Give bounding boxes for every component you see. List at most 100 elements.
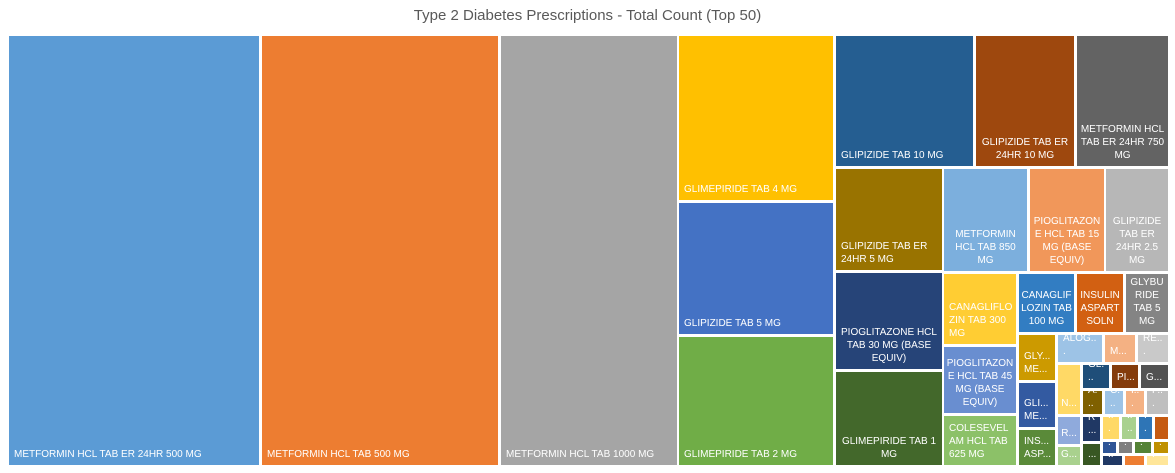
treemap-tile-label: M... [1110,346,1127,357]
treemap-tile-a[interactable]: A... [1117,440,1134,455]
treemap-tile-label: GLI... ME... [1024,398,1049,422]
treemap-tile-g[interactable]: G... [1139,363,1170,390]
treemap-tile-gli-me[interactable]: GLI... ME... [1017,381,1057,429]
treemap-tile-glipizide-tab-10-mg[interactable]: GLIPIZIDE TAB 10 MG [834,34,975,168]
treemap-tile-label: GLY... ME... [1024,351,1051,375]
treemap-tile-c[interactable]: C... [1103,389,1125,416]
treemap-tile-insulin-aspart-soln[interactable]: INSULIN ASPART SOLN [1075,272,1125,334]
treemap-tile-metformin-hcl-tab-1000-mg[interactable]: METFORMIN HCL TAB 1000 MG [499,34,679,467]
treemap-tile-label: C... [1110,389,1120,409]
treemap-tile-a[interactable]: A... [1101,440,1118,455]
treemap-tile-label: A... [1108,440,1111,448]
treemap-tile-label: GLIPIZIDE TAB 10 MG [841,150,944,161]
treemap-tile-c[interactable]: C... [1133,440,1153,455]
treemap-tile-label: I... [1127,415,1133,434]
treemap-tile-label: RE... [1143,333,1163,357]
treemap-tile-label: INS... ASP... [1024,436,1052,460]
treemap-tile-label: PIOGLITAZONE HCL TAB 45 MG (BASE EQUIV) [946,358,1014,408]
treemap-tile-g[interactable]: G... [1056,445,1082,467]
treemap-tile-p[interactable]: P... [1137,415,1154,441]
treemap-tile-label: METFORMIN HCL TAB ER 24HR 500 MG [14,449,202,460]
treemap-tile-m[interactable]: M... [1103,333,1137,364]
treemap-tile-i[interactable]: I... [1120,415,1138,441]
treemap-tile-unlabeled-42[interactable] [1153,415,1170,441]
treemap-tile-label: C... [1159,440,1162,448]
treemap-tile-label: N... [1061,398,1077,409]
treemap-tile-glipizide-tab-er-24hr-10-mg[interactable]: GLIPIZIDE TAB ER 24HR 10 MG [974,34,1076,168]
treemap-tile-label: GLIPIZIDE TAB ER 24HR 2.5 MG [1112,216,1162,266]
treemap-tile-canagliflozin-tab-300-mg[interactable]: CANAGLIFLOZIN TAB 300 MG [942,272,1018,346]
treemap-tile-colesevelam-hcl-tab-625-mg[interactable]: COLESEVELAM HCL TAB 625 MG [942,414,1018,467]
treemap-tile-n[interactable]: N... [1056,363,1082,416]
treemap-tile-label: GL... [1088,363,1105,383]
treemap-tile-label: GLIPIZIDE TAB 5 MG [684,318,781,329]
treemap-tile-label: PIOGLITAZONE HCL TAB 30 MG (BASE EQUIV) [841,327,937,364]
treemap-tile-label: R... [1061,428,1077,439]
treemap-tile-alog[interactable]: ALOG... [1056,333,1104,364]
treemap-tile-c[interactable]: C... [1101,415,1121,441]
treemap-tile-glyburide-tab-5-mg[interactable]: GLYBURIDE TAB 5 MG [1124,272,1170,334]
treemap-tile-pioglitazone-hcl-tab-15-mg-base-equiv[interactable]: PIOGLITAZONE HCL TAB 15 MG (BASE EQUIV) [1028,167,1106,273]
treemap-tile-label: G... [1146,372,1163,383]
treemap-tile-pi[interactable]: PI... [1110,363,1140,390]
chart-title: Type 2 Diabetes Prescriptions - Total Co… [413,7,762,24]
treemap-tile-glipizide-tab-5-mg[interactable]: GLIPIZIDE TAB 5 MG [677,201,835,336]
treemap-tile-glimepiride-tab-2-mg[interactable]: GLIMEPIRIDE TAB 2 MG [677,335,835,467]
treemap-tile-label: ALOG... [1063,333,1097,357]
treemap-tile-gl[interactable]: GL... [1081,363,1111,390]
treemap-tile-label: R... [1088,415,1097,436]
treemap-tile-canagliflozin-tab-100-mg[interactable]: CANAGLIFLOZIN TAB 100 MG [1017,272,1076,334]
treemap-tile-label: METFORMIN HCL TAB 500 MG [267,449,410,460]
treemap-tile-label: METFORMIN HCL TAB ER 24HR 750 MG [1080,124,1165,161]
treemap-tile-label: P... [1152,389,1163,409]
treemap-tile-label: V... [1152,454,1155,460]
treemap-tile-label: METFORMIN HCL TAB 850 MG [955,229,1016,266]
treemap-tile-label: COLESEVELAM HCL TAB 625 MG [949,423,1009,460]
treemap-tile-r[interactable]: R... [1056,415,1082,446]
treemap-tile-label: A... [1088,389,1098,409]
treemap-tile-glimepiride-tab-4-mg[interactable]: GLIMEPIRIDE TAB 4 MG [677,34,835,202]
treemap-tile-label: GLIMEPIRIDE TAB 1 MG [841,436,937,460]
treemap-tile-a[interactable]: A... [1101,454,1124,467]
treemap-tile-label: CANAGLIFLOZIN TAB 100 MG [1021,290,1072,327]
treemap-tile-label: P... [1144,415,1147,434]
treemap-tile-glipizide-tab-er-24hr-2-5-mg[interactable]: GLIPIZIDE TAB ER 24HR 2.5 MG [1104,167,1170,273]
treemap-tile-metformin-hcl-tab-er-24hr-750-mg[interactable]: METFORMIN HCL TAB ER 24HR 750 MG [1075,34,1170,168]
treemap-tile-label: GLIPIZIDE TAB ER 24HR 10 MG [981,137,1069,161]
treemap-tile-pioglitazone-hcl-tab-45-mg-base-equiv[interactable]: PIOGLITAZONE HCL TAB 45 MG (BASE EQUIV) [942,345,1018,415]
treemap-tile-label: PI... [1117,372,1135,383]
treemap-tile-label: GLIMEPIRIDE TAB 2 MG [684,449,797,460]
treemap-tile-label: GLIMEPIRIDE TAB 4 MG [684,184,797,195]
treemap-tile-metformin-hcl-tab-er-24hr-500-mg[interactable]: METFORMIN HCL TAB ER 24HR 500 MG [7,34,261,467]
treemap-tile-c[interactable]: C... [1152,440,1170,455]
treemap-tile-gly-me[interactable]: GLY... ME... [1017,333,1057,382]
treemap-tile-label: A... [1108,454,1114,460]
treemap-tile-label: A... [1124,440,1127,448]
treemap-tile-label: PIOGLITAZONE HCL TAB 15 MG (BASE EQUIV) [1033,216,1101,266]
treemap-tile-label: I... [1131,389,1140,409]
treemap-tile-label: INSULIN ASPART SOLN [1080,290,1120,327]
treemap-tile-label: G... [1060,449,1078,460]
treemap-tile-glimepiride-tab-1-mg[interactable]: GLIMEPIRIDE TAB 1 MG [834,370,944,467]
treemap-tile-unlabeled-48[interactable] [1123,454,1146,467]
treemap-tile-label: C... [1140,440,1143,448]
treemap-tile-label: A... [1088,444,1097,460]
treemap-tile-metformin-hcl-tab-500-mg[interactable]: METFORMIN HCL TAB 500 MG [260,34,500,467]
treemap-tile-label: GLYBURIDE TAB 5 MG [1130,277,1164,327]
treemap-tile-i[interactable]: I... [1124,389,1146,416]
treemap-tile-re[interactable]: RE... [1136,333,1170,364]
treemap-tile-label: METFORMIN HCL TAB 1000 MG [506,449,655,460]
treemap-tile-a[interactable]: A... [1081,442,1102,467]
treemap-tile-metformin-hcl-tab-850-mg[interactable]: METFORMIN HCL TAB 850 MG [942,167,1029,273]
treemap-tile-label: C... [1108,415,1114,434]
treemap-tile-label: CANAGLIFLOZIN TAB 300 MG [949,302,1013,339]
treemap-tile-pioglitazone-hcl-tab-30-mg-base-equiv[interactable]: PIOGLITAZONE HCL TAB 30 MG (BASE EQUIV) [834,271,944,371]
treemap-tile-glipizide-tab-er-24hr-5-mg[interactable]: GLIPIZIDE TAB ER 24HR 5 MG [834,167,944,272]
treemap-tile-a[interactable]: A... [1081,389,1104,416]
treemap-tile-v[interactable]: V... [1145,454,1170,467]
treemap-tile-label: GLIPIZIDE TAB ER 24HR 5 MG [841,241,928,265]
treemap-tile-r[interactable]: R... [1081,415,1102,443]
treemap-tile-ins-asp[interactable]: INS... ASP... [1017,428,1057,467]
treemap-tile-p[interactable]: P... [1145,389,1170,416]
